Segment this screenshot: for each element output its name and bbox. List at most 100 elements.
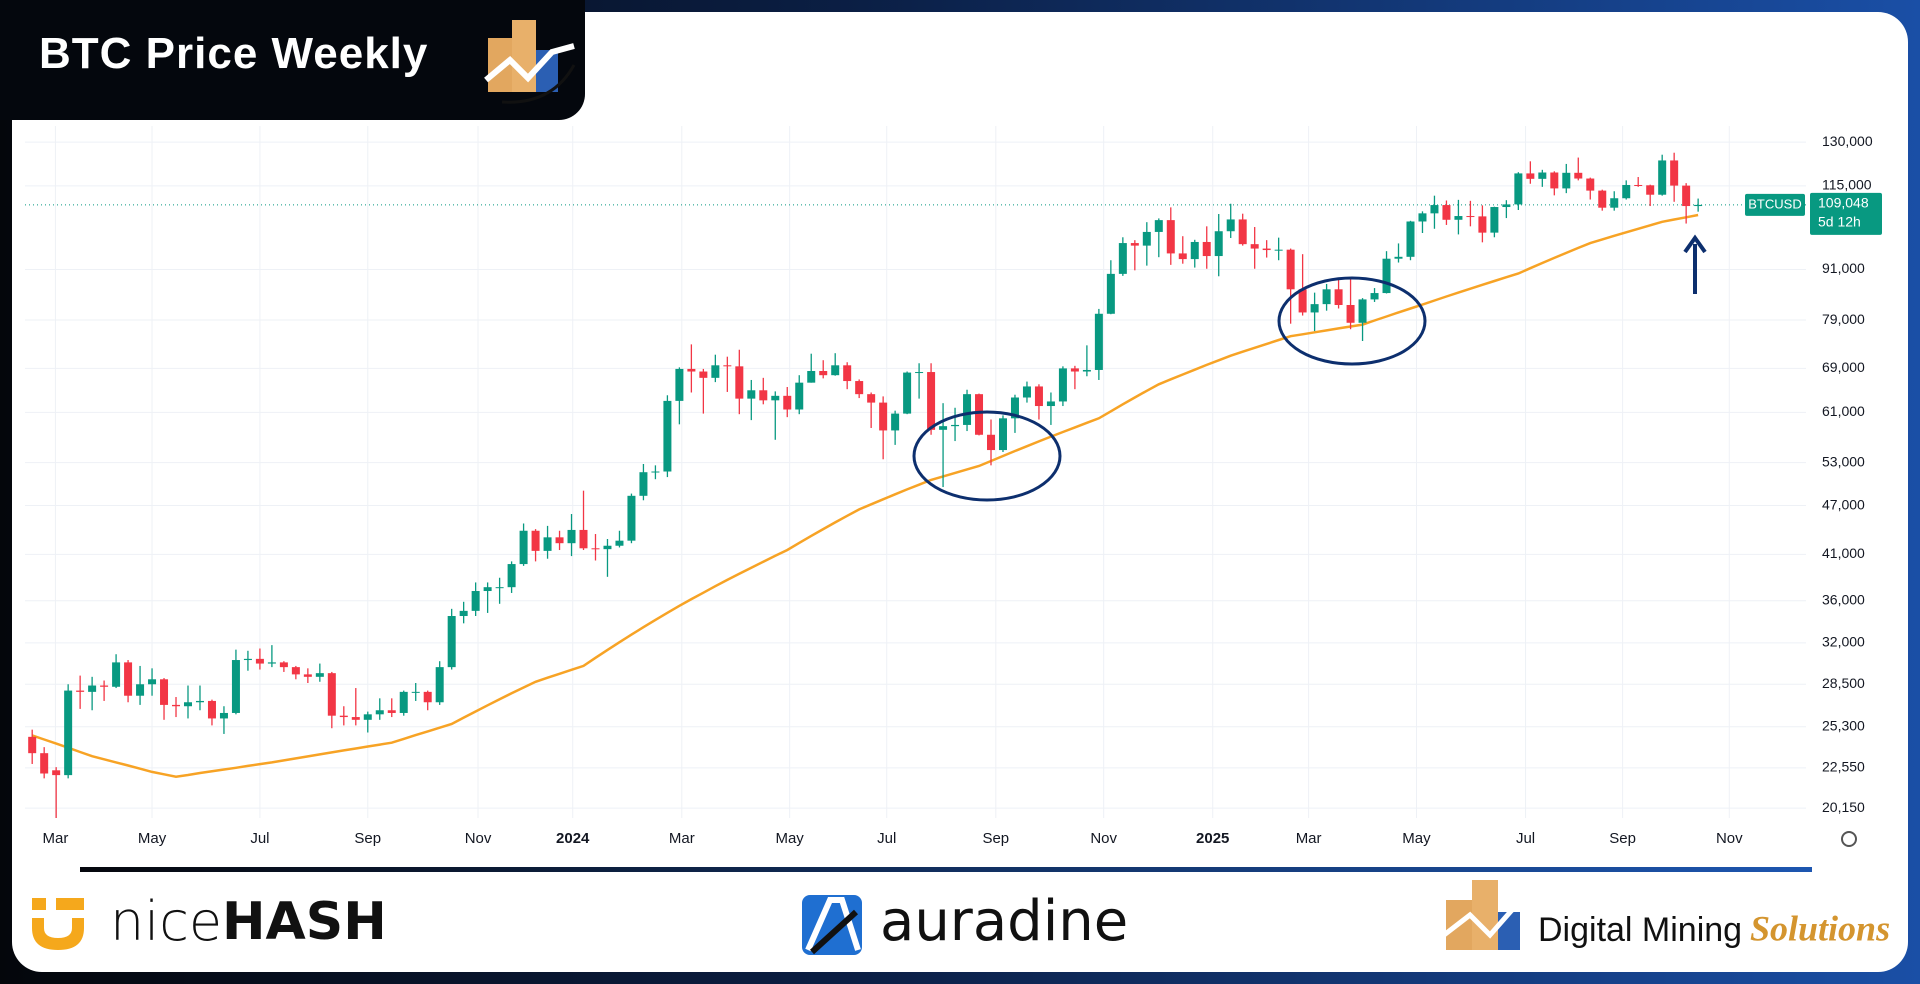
candle-body: [903, 372, 912, 414]
candle-body: [591, 548, 600, 550]
x-tick-label: Sep: [1609, 830, 1636, 847]
candle-body: [1058, 368, 1067, 402]
candle-body: [1514, 173, 1523, 205]
y-tick-label: 28,500: [1822, 675, 1865, 691]
candle-body: [915, 372, 924, 374]
candle-body: [1106, 273, 1115, 314]
candle-body: [519, 530, 528, 565]
candle-body: [1610, 198, 1619, 208]
candle-body: [819, 370, 828, 376]
symbol-label: BTCUSD: [1748, 196, 1801, 211]
candle-body: [1658, 160, 1667, 195]
candle-body: [1286, 249, 1295, 290]
candle-body: [1562, 172, 1571, 189]
candle-body: [1334, 289, 1343, 305]
candle-body: [1298, 289, 1307, 313]
candle-body: [807, 370, 816, 383]
candle-body: [735, 366, 744, 399]
chart: 20,150 22,550 25,300 28,500 32,000 36,000 41,0…: [25, 126, 1882, 847]
y-tick-label: 25,300: [1822, 718, 1865, 734]
candle-body: [567, 529, 576, 544]
candle-body: [855, 381, 864, 395]
candle-body: [867, 394, 876, 403]
candle-body: [40, 753, 49, 774]
candle-body: [1694, 204, 1703, 207]
candle-body: [831, 365, 840, 376]
candle-body: [1310, 304, 1319, 313]
x-tick-label: 2025: [1196, 830, 1229, 847]
candle-body: [555, 537, 564, 544]
candle-body: [160, 679, 169, 705]
candle-body: [1250, 244, 1259, 249]
candle-body: [1586, 178, 1595, 191]
candle-body: [1502, 204, 1511, 208]
y-tick-label: 20,150: [1822, 799, 1865, 815]
x-tick-label: Mar: [1296, 830, 1322, 847]
candle-body: [291, 667, 300, 675]
candle-body: [1166, 220, 1175, 254]
candle-body: [267, 662, 276, 664]
y-tick-label: 91,000: [1822, 260, 1865, 276]
candle-body: [423, 691, 432, 703]
candle-body: [231, 660, 240, 713]
candle-body: [1070, 368, 1079, 372]
candle-body: [52, 770, 61, 776]
x-tick-label: May: [775, 830, 804, 847]
x-tick-label: 2024: [556, 830, 590, 847]
candle-body: [987, 434, 996, 451]
candle-body: [255, 658, 264, 664]
x-tick-label: May: [138, 830, 167, 847]
y-tick-label: 130,000: [1822, 133, 1873, 149]
candle-body: [963, 394, 972, 425]
candle-body: [1634, 184, 1643, 186]
candle-body: [1442, 205, 1451, 220]
candle-body: [1682, 185, 1691, 207]
candle-body: [243, 658, 252, 661]
candle-body: [483, 587, 492, 592]
y-tick-label: 36,000: [1822, 592, 1865, 608]
candle-body: [1202, 241, 1211, 257]
candle-body: [1226, 219, 1235, 232]
candle-body: [1574, 172, 1583, 179]
y-tick-label: 47,000: [1822, 496, 1865, 512]
candle-body: [315, 673, 324, 677]
candle-body: [1622, 184, 1631, 199]
y-tick-label: 22,550: [1822, 759, 1865, 775]
candle-body: [1670, 160, 1679, 186]
candle-body: [207, 700, 216, 719]
candle-body: [399, 691, 408, 713]
candle-body: [723, 365, 732, 367]
candle-body: [303, 674, 312, 677]
last-price-label: 109,048: [1818, 195, 1869, 211]
candle-body: [759, 390, 768, 401]
candle-body: [88, 685, 97, 692]
candle-body: [879, 402, 888, 431]
candle-body: [543, 537, 552, 551]
moving-average: [31, 213, 1699, 778]
candle-body: [1214, 231, 1223, 257]
candle-body: [651, 471, 660, 473]
candle-body: [795, 382, 804, 410]
settings-icon: [1841, 831, 1857, 847]
chart-title: BTC Price Weekly: [39, 29, 429, 78]
candle-body: [471, 591, 480, 611]
candle-body: [447, 616, 456, 668]
candle-body: [124, 662, 133, 696]
candle-body: [351, 717, 360, 720]
candle-body: [28, 736, 37, 754]
x-tick-label: Sep: [354, 830, 381, 847]
candle-body: [1418, 213, 1427, 222]
candle-body: [1526, 173, 1535, 179]
candle-body: [1022, 386, 1031, 398]
candle-body: [615, 540, 624, 546]
candle-body: [1454, 216, 1463, 220]
candle-body: [387, 710, 396, 713]
candle-body: [64, 690, 73, 776]
candle-body: [1190, 241, 1199, 260]
candle-body: [1490, 207, 1499, 233]
candle-body: [76, 690, 85, 692]
x-tick-label: Nov: [1716, 830, 1743, 847]
candle-body: [1082, 369, 1091, 372]
candle-body: [675, 368, 684, 401]
candle-body: [687, 368, 696, 372]
